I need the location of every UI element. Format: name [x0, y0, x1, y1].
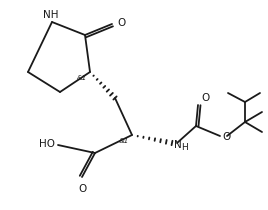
Text: &1: &1 — [77, 75, 87, 81]
Text: O: O — [117, 18, 125, 28]
Text: NH: NH — [43, 10, 59, 20]
Text: O: O — [201, 93, 209, 103]
Text: O: O — [78, 184, 86, 194]
Text: &1: &1 — [119, 138, 129, 144]
Text: O: O — [222, 132, 230, 142]
Text: HO: HO — [39, 139, 55, 149]
Text: H: H — [181, 143, 188, 151]
Text: N: N — [174, 140, 182, 150]
